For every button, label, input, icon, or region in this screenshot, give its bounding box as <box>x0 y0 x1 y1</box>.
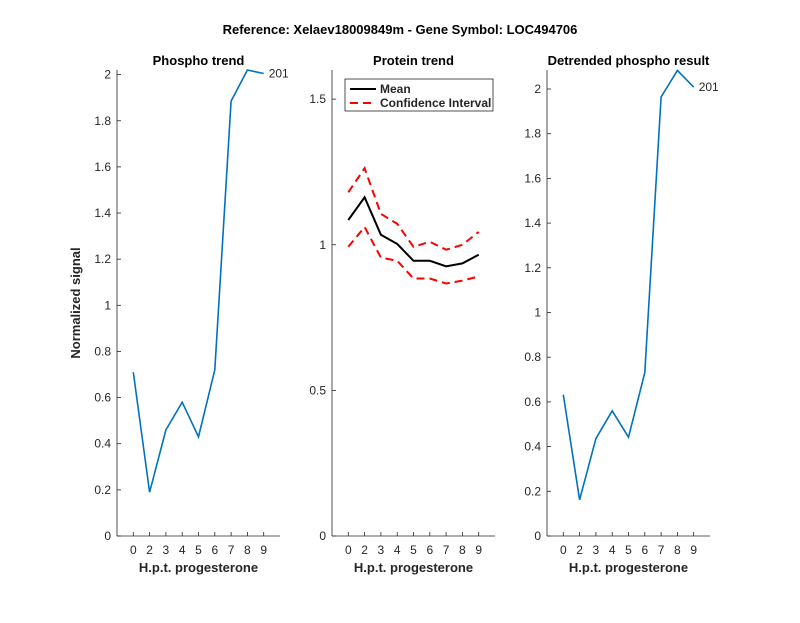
x-tick-label: 8 <box>244 543 251 557</box>
x-tick-label: 8 <box>674 543 681 557</box>
figure-title: Reference: Xelaev18009849m - Gene Symbol… <box>223 22 578 37</box>
y-tick-label: 1.4 <box>524 216 541 230</box>
x-axis-label: H.p.t. progesterone <box>354 560 473 575</box>
x-tick-label: 9 <box>690 543 697 557</box>
x-tick-label: 4 <box>179 543 186 557</box>
y-tick-label: 1 <box>534 305 541 319</box>
y-axis-label: Normalized signal <box>68 247 83 358</box>
y-tick-label: 1 <box>104 298 111 312</box>
y-tick-label: 2 <box>534 82 541 96</box>
series-end-label: 201 <box>269 66 289 80</box>
subplot-title: Detrended phospho result <box>548 53 710 68</box>
x-tick-label: 3 <box>163 543 170 557</box>
x-tick-label: 3 <box>378 543 385 557</box>
y-tick-label: 1.6 <box>94 160 111 174</box>
x-axis-label: H.p.t. progesterone <box>569 560 688 575</box>
y-tick-label: 1.2 <box>524 261 541 275</box>
y-tick-label: 1.6 <box>524 171 541 185</box>
x-tick-label: 7 <box>443 543 450 557</box>
y-tick-label: 1.5 <box>309 92 326 106</box>
y-tick-label: 0 <box>534 529 541 543</box>
y-tick-label: 0.4 <box>94 437 111 451</box>
y-tick-label: 1.4 <box>94 206 111 220</box>
x-tick-label: 4 <box>394 543 401 557</box>
x-tick-label: 0 <box>345 543 352 557</box>
y-tick-label: 0.4 <box>524 440 541 454</box>
series-line-mean <box>347 195 480 268</box>
y-tick-label: 0.8 <box>94 344 111 358</box>
y-tick-label: 0.8 <box>524 350 541 364</box>
x-tick-label: 8 <box>459 543 466 557</box>
x-tick-label: 5 <box>625 543 632 557</box>
y-tick-label: 0 <box>319 529 326 543</box>
x-tick-label: 2 <box>576 543 583 557</box>
x-axis-label: H.p.t. progesterone <box>139 560 258 575</box>
y-tick-label: 0.6 <box>94 391 111 405</box>
y-tick-label: 1.8 <box>524 127 541 141</box>
y-tick-label: 1.8 <box>94 114 111 128</box>
x-tick-label: 4 <box>609 543 616 557</box>
series-line-confidence-interval-lower- <box>347 225 479 285</box>
x-tick-label: 5 <box>195 543 202 557</box>
series-line-confidence-interval-upper- <box>347 166 480 251</box>
x-tick-label: 6 <box>211 543 218 557</box>
x-tick-label: 7 <box>658 543 665 557</box>
subplot-1: 00.20.40.60.811.21.41.61.820 2 3 4 5 6 7 8 9Phos… <box>68 53 289 575</box>
x-tick-label: 6 <box>641 543 648 557</box>
x-tick-label: 2 <box>146 543 153 557</box>
legend-box <box>344 78 494 112</box>
series-line-201 <box>562 69 695 501</box>
series-line-201 <box>132 69 264 493</box>
y-tick-label: 1 <box>319 238 326 252</box>
y-tick-label: 0.5 <box>309 383 326 397</box>
x-tick-label: 7 <box>228 543 235 557</box>
legend-ci-label: Confidence Interval <box>380 96 491 110</box>
x-tick-label: 9 <box>260 543 267 557</box>
y-tick-label: 1.2 <box>94 252 111 266</box>
subplot-3: 00.20.40.60.811.21.41.61.820 2 3 4 5 6 7 8 9Detr… <box>524 53 719 575</box>
y-tick-label: 0 <box>104 529 111 543</box>
series-end-label: 201 <box>699 80 719 94</box>
x-tick-label: 5 <box>410 543 417 557</box>
x-tick-label: 6 <box>426 543 433 557</box>
legend-mean-label: Mean <box>380 82 411 96</box>
y-tick-label: 0.2 <box>524 484 541 498</box>
x-tick-label: 0 <box>560 543 567 557</box>
x-tick-label: 2 <box>361 543 368 557</box>
y-tick-label: 2 <box>104 68 111 82</box>
x-tick-label: 9 <box>475 543 482 557</box>
x-tick-label: 3 <box>593 543 600 557</box>
y-tick-label: 0.2 <box>94 483 111 497</box>
subplot-title: Protein trend <box>373 53 454 68</box>
subplot-title: Phospho trend <box>153 53 245 68</box>
x-tick-label: 0 <box>130 543 137 557</box>
y-tick-label: 0.6 <box>524 395 541 409</box>
